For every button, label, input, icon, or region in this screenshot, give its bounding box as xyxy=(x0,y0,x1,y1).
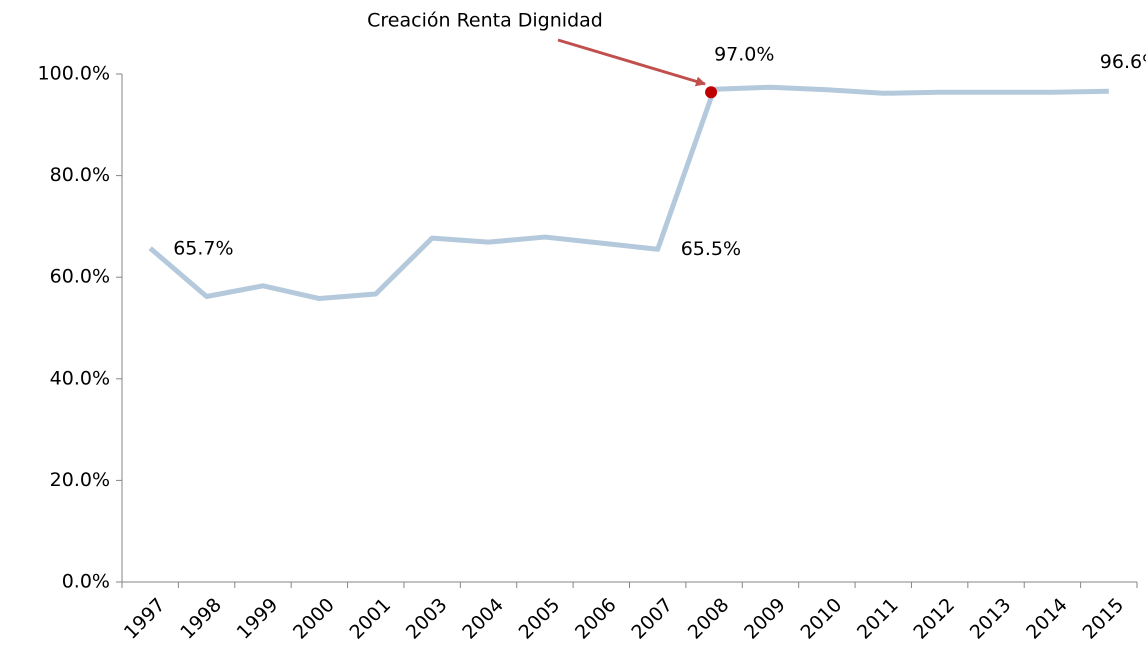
y-tick-label: 20.0% xyxy=(50,469,110,491)
x-tick-label: 2015 xyxy=(1078,594,1128,644)
y-tick-label: 60.0% xyxy=(50,266,110,288)
x-tick-label: 2011 xyxy=(853,594,903,644)
x-tick-label: 1997 xyxy=(120,594,170,644)
x-tick-label: 1999 xyxy=(233,594,283,644)
x-tick-label: 2014 xyxy=(1022,594,1072,644)
y-tick-label: 40.0% xyxy=(50,367,110,389)
y-tick-label: 80.0% xyxy=(50,164,110,186)
data-label: 97.0% xyxy=(714,44,774,66)
x-tick-label: 2013 xyxy=(966,594,1016,644)
y-tick-label: 100.0% xyxy=(38,63,110,85)
x-tick-label: 2008 xyxy=(684,594,734,644)
x-tick-label: 2012 xyxy=(909,594,959,644)
data-label: 65.5% xyxy=(681,238,741,260)
y-tick-label: 0.0% xyxy=(62,571,110,593)
x-tick-label: 2010 xyxy=(797,594,847,644)
annotation-arrow xyxy=(557,38,706,87)
annotation: Creación Renta Dignidad xyxy=(367,10,603,32)
x-tick-label: 2004 xyxy=(458,594,508,644)
data-label: 65.7% xyxy=(173,238,233,260)
x-tick-label: 2005 xyxy=(515,594,565,644)
x-tick-label: 2000 xyxy=(289,594,339,644)
data-label: 96.6% xyxy=(1100,51,1146,73)
x-tick-label: 2007 xyxy=(627,594,677,644)
x-tick-label: 2003 xyxy=(402,594,452,644)
highlight-point xyxy=(705,86,718,99)
line xyxy=(148,84,1109,302)
x-tick-label: 2006 xyxy=(571,594,621,644)
x-tick-label: 1998 xyxy=(176,594,226,644)
x-tick-label: 2001 xyxy=(345,594,395,644)
x-tick-label: 2009 xyxy=(740,594,790,644)
